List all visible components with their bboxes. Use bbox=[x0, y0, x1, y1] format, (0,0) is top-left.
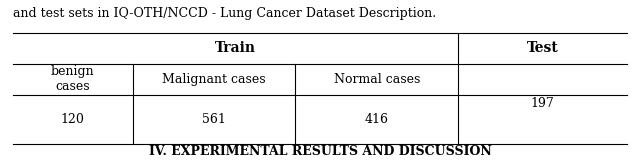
Text: Train: Train bbox=[215, 41, 256, 55]
Text: Malignant cases: Malignant cases bbox=[162, 73, 266, 86]
Text: 120: 120 bbox=[61, 113, 84, 126]
Text: Normal cases: Normal cases bbox=[333, 73, 420, 86]
Text: benign
cases: benign cases bbox=[51, 66, 95, 93]
Text: Test: Test bbox=[527, 41, 559, 55]
Text: 416: 416 bbox=[365, 113, 389, 126]
Text: IV. EXPERIMENTAL RESULTS AND DISCUSSION: IV. EXPERIMENTAL RESULTS AND DISCUSSION bbox=[148, 145, 492, 158]
Text: and test sets in IQ-OTH/NCCD - Lung Cancer Dataset Description.: and test sets in IQ-OTH/NCCD - Lung Canc… bbox=[13, 7, 436, 20]
Text: 561: 561 bbox=[202, 113, 226, 126]
Text: 197: 197 bbox=[531, 97, 555, 110]
